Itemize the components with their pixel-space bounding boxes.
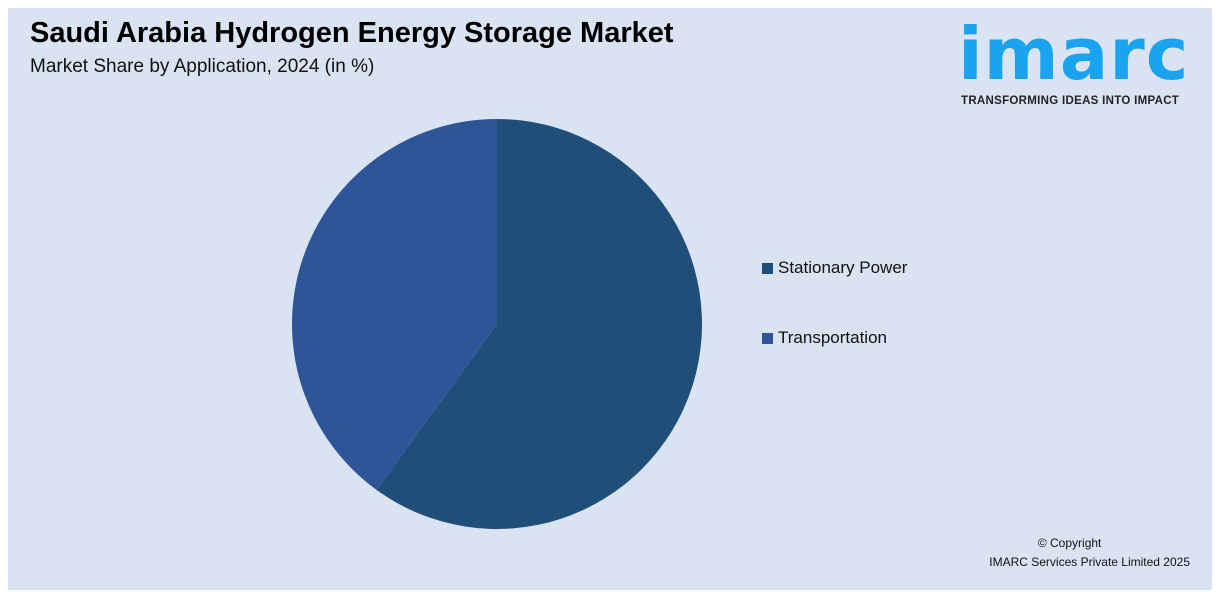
copyright: © Copyright IMARC Services Private Limit… bbox=[989, 534, 1190, 572]
imarc-logo: imarc TRANSFORMING IDEAS INTO IMPACT bbox=[958, 14, 1198, 124]
chart-subtitle: Market Share by Application, 2024 (in %) bbox=[30, 56, 375, 77]
pie-slice-transportation bbox=[292, 119, 497, 490]
copyright-company: IMARC Services Private Limited 2025 bbox=[989, 555, 1190, 569]
pie-slice-stationary-power bbox=[376, 119, 703, 530]
legend-label: Stationary Power bbox=[778, 258, 908, 277]
chart-title: Saudi Arabia Hydrogen Energy Storage Mar… bbox=[30, 17, 674, 49]
copyright-symbol-text: © Copyright bbox=[1037, 536, 1102, 550]
logo-tagline: TRANSFORMING IDEAS INTO IMPACT bbox=[961, 95, 1180, 107]
legend-item-transportation: Transportation bbox=[762, 328, 887, 348]
legend-item-stationary-power: Stationary Power bbox=[762, 258, 907, 278]
logo-word: imarc bbox=[958, 12, 1190, 96]
legend-label: Transportation bbox=[778, 328, 887, 347]
legend-swatch bbox=[762, 332, 773, 344]
legend-swatch bbox=[762, 262, 773, 274]
